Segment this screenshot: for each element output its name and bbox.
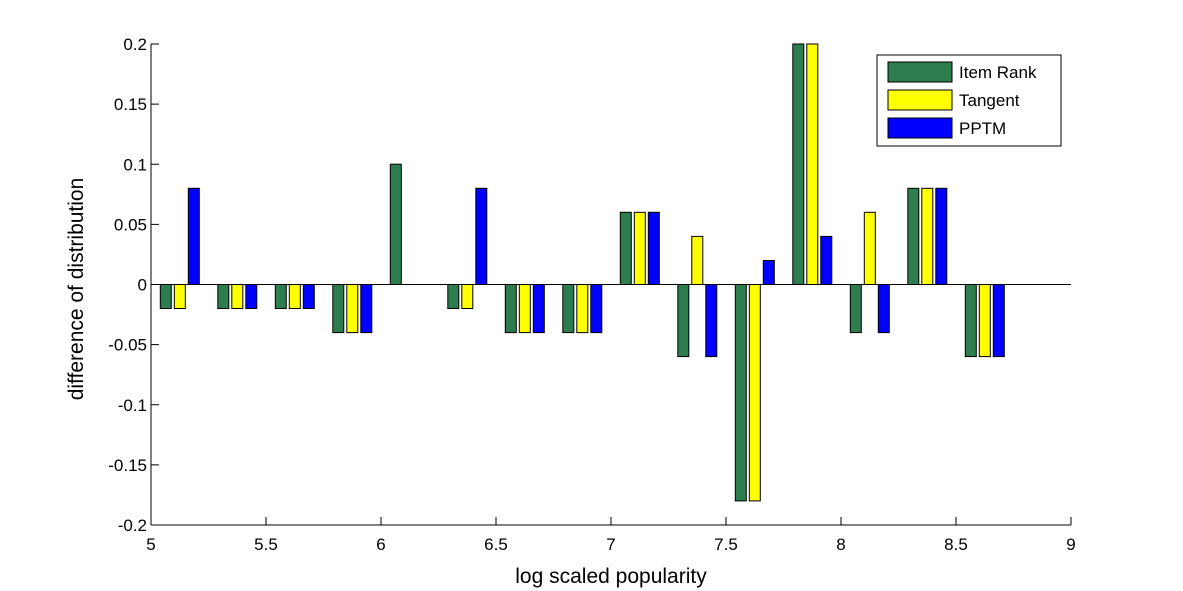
bar-pptm-5 xyxy=(475,187,488,285)
bar-pptm-7 xyxy=(590,284,603,334)
y-tick-label-4: 0 xyxy=(138,276,147,295)
bar-pptm-10 xyxy=(762,260,775,285)
bar-pptm-0 xyxy=(187,187,200,285)
bar-tangent-5 xyxy=(461,284,474,309)
bar-item-rank-10 xyxy=(734,284,747,502)
bar-tangent-10 xyxy=(748,284,761,502)
bar-item-rank-11 xyxy=(792,43,805,285)
y-tick-label-1: -0.15 xyxy=(108,456,147,475)
bar-item-rank-6 xyxy=(504,284,517,334)
y-axis-title: difference of distribution xyxy=(65,178,88,401)
bar-pptm-3 xyxy=(360,284,373,334)
bar-tangent-12 xyxy=(863,211,876,285)
x-tick-label-1: 5.5 xyxy=(254,535,278,554)
x-tick-label-7: 8.5 xyxy=(944,535,968,554)
legend-label-item-rank: Item Rank xyxy=(959,63,1037,82)
x-tick-label-8: 9 xyxy=(1066,535,1075,554)
x-tick-label-0: 5 xyxy=(146,535,155,554)
y-tick-label-6: 0.1 xyxy=(123,155,147,174)
bar-item-rank-9 xyxy=(677,284,690,358)
bar-tangent-0 xyxy=(173,284,186,309)
bar-pptm-1 xyxy=(245,284,258,309)
bar-pptm-6 xyxy=(532,284,545,334)
legend: Item Rank Tangent PPTM xyxy=(876,54,1062,147)
bars-layer xyxy=(159,43,1005,502)
bar-item-rank-4 xyxy=(389,163,402,285)
bar-tangent-8 xyxy=(633,211,646,285)
legend-label-pptm: PPTM xyxy=(959,119,1006,138)
bar-item-rank-14 xyxy=(964,284,977,358)
bar-tangent-6 xyxy=(518,284,531,334)
bar-pptm-13 xyxy=(935,187,948,285)
bar-tangent-2 xyxy=(288,284,301,309)
x-axis-title: log scaled popularity xyxy=(515,565,707,588)
bar-pptm-2 xyxy=(302,284,315,309)
bar-tangent-3 xyxy=(346,284,359,334)
bar-pptm-11 xyxy=(820,235,833,285)
bar-pptm-9 xyxy=(705,284,718,358)
bar-tangent-11 xyxy=(806,43,819,285)
bar-tangent-13 xyxy=(921,187,934,285)
x-tick-label-5: 7.5 xyxy=(714,535,738,554)
legend-label-tangent: Tangent xyxy=(959,91,1020,110)
y-tick-label-8: 0.2 xyxy=(123,35,147,54)
bar-item-rank-0 xyxy=(159,284,172,309)
bar-item-rank-12 xyxy=(849,284,862,334)
y-tick-label-5: 0.05 xyxy=(114,215,147,234)
legend-swatch-item-rank xyxy=(887,61,953,83)
bar-tangent-14 xyxy=(978,284,991,358)
bar-item-rank-5 xyxy=(447,284,460,309)
x-tick-label-6: 8 xyxy=(836,535,845,554)
bar-item-rank-2 xyxy=(274,284,287,309)
x-tick-label-3: 6.5 xyxy=(484,535,508,554)
bar-item-rank-7 xyxy=(562,284,575,334)
bar-item-rank-13 xyxy=(907,187,920,285)
y-tick-label-0: -0.2 xyxy=(118,516,147,535)
bar-item-rank-1 xyxy=(217,284,230,309)
axes-layer: 5 5.5 6 6.5 7 7.5 8 8.5 9 -0.2 -0.15 -0.1 -0.05 0 0.05… xyxy=(108,35,1075,554)
bar-item-rank-3 xyxy=(332,284,345,334)
bar-tangent-7 xyxy=(576,284,589,334)
x-tick-label-4: 7 xyxy=(606,535,615,554)
bar-item-rank-8 xyxy=(619,211,632,285)
x-tick-label-2: 6 xyxy=(376,535,385,554)
bar-tangent-9 xyxy=(691,235,704,285)
bar-tangent-1 xyxy=(231,284,244,309)
bar-pptm-8 xyxy=(647,211,660,285)
bar-pptm-12 xyxy=(877,284,890,334)
y-tick-label-2: -0.1 xyxy=(118,396,147,415)
bar-pptm-14 xyxy=(992,284,1005,358)
y-tick-label-3: -0.05 xyxy=(108,336,147,355)
y-tick-label-7: 0.15 xyxy=(114,95,147,114)
legend-swatch-tangent xyxy=(887,89,953,111)
legend-swatch-pptm xyxy=(887,117,953,139)
